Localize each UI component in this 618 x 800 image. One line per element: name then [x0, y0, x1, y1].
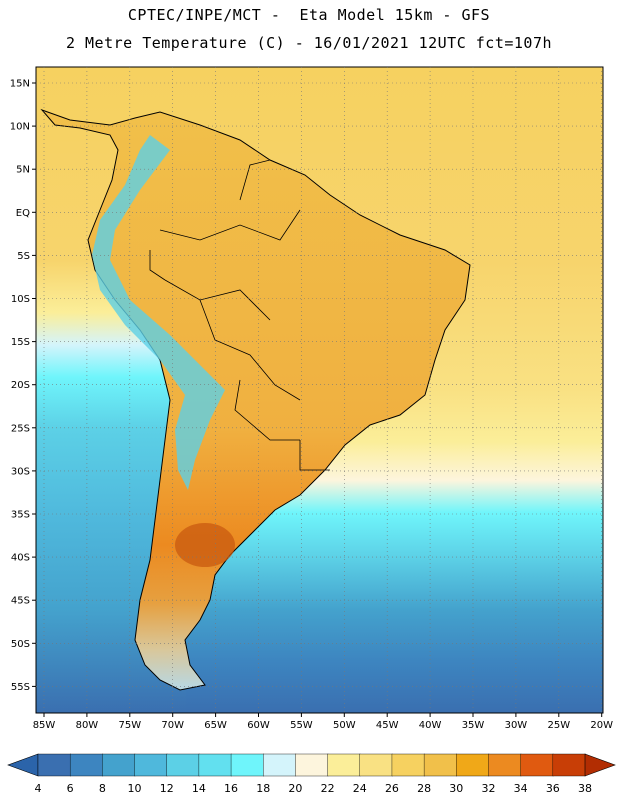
colorbar-over-arrow [584, 753, 616, 777]
colorbar-tick-label: 18 [256, 782, 270, 795]
colorbar-swatch [359, 753, 393, 777]
lon-tick-label: 85W [33, 720, 56, 731]
lon-tick-label: 30W [505, 720, 528, 731]
colorbar-swatch [456, 753, 490, 777]
colorbar-tick-label: 6 [67, 782, 74, 795]
colorbar-tick-label: 20 [288, 782, 302, 795]
lat-tick-label: EQ [16, 208, 30, 219]
colorbar-tick-label: 12 [160, 782, 174, 795]
colorbar-swatch [520, 753, 554, 777]
colorbar-tick-label: 38 [578, 782, 592, 795]
lon-tick-label: 70W [161, 720, 184, 731]
colorbar-tick-label: 32 [481, 782, 495, 795]
lon-tick-label: 50W [333, 720, 356, 731]
colorbar-swatch [552, 753, 586, 777]
colorbar-swatch [166, 753, 200, 777]
colorbar-swatch [198, 753, 232, 777]
colorbar-tick-label: 24 [353, 782, 367, 795]
lat-tick-label: 55S [11, 682, 30, 693]
colorbar-swatch [327, 753, 361, 777]
lon-tick-label: 45W [376, 720, 399, 731]
lon-tick-label: 40W [419, 720, 442, 731]
lon-tick-label: 25W [547, 720, 570, 731]
colorbar-tick-label: 10 [128, 782, 142, 795]
colorbar-swatch [102, 753, 136, 777]
lon-tick-label: 35W [462, 720, 485, 731]
map-frame [35, 66, 604, 714]
colorbar-tick-label: 8 [99, 782, 106, 795]
lat-tick-label: 50S [11, 639, 30, 650]
colorbar-tick-label: 22 [321, 782, 335, 795]
map-title-line1: CPTEC/INPE/MCT - Eta Model 15km - GFS [127, 6, 491, 24]
colorbar-tick-label: 34 [514, 782, 528, 795]
lat-tick-label: 15S [11, 337, 30, 348]
colorbar-labels: 4 6 8 10 12 14 16 18 20 22 24 26 28 30 32 34 36 38 [35, 782, 593, 795]
colorbar-tick-label: 30 [449, 782, 463, 795]
map-field [36, 67, 603, 713]
lat-tick-label: 5S [17, 251, 30, 262]
lat-tick-label: 25S [11, 423, 30, 434]
lat-tick-label: 5N [16, 165, 30, 176]
latitude-ticks: 15N 10N 5N EQ 5S 10S 15S 20S 25S 30S 35S 40S 45S 50S 5… [10, 79, 36, 693]
colorbar-swatch [488, 753, 522, 777]
hot-spot-patagonia-north [175, 523, 235, 567]
lat-tick-label: 10S [11, 294, 30, 305]
colorbar-swatch [423, 753, 457, 777]
lat-tick-label: 20S [11, 380, 30, 391]
colorbar-swatch [134, 753, 168, 777]
lon-tick-label: 80W [76, 720, 99, 731]
country-borders [149, 159, 330, 471]
colorbar-swatch [69, 753, 104, 777]
colorbar-tick-label: 14 [192, 782, 206, 795]
colorbar-tick-label: 26 [385, 782, 399, 795]
lat-tick-label: 45S [11, 596, 30, 607]
lon-tick-label: 55W [290, 720, 313, 731]
lat-lon-grid [36, 67, 603, 713]
colorbar-swatch [230, 753, 264, 777]
colorbar-under-arrow [7, 753, 39, 777]
lat-tick-label: 30S [11, 466, 30, 477]
lon-tick-label: 60W [247, 720, 270, 731]
andes-cold-band [92, 135, 225, 490]
colorbar-tick-label: 4 [35, 782, 42, 795]
colorbar [7, 753, 616, 777]
colorbar-swatch [391, 753, 425, 777]
lon-tick-label: 65W [204, 720, 227, 731]
colorbar-swatch [263, 753, 297, 777]
lon-tick-label: 20W [590, 720, 613, 731]
lat-tick-label: 35S [11, 510, 30, 521]
colorbar-tick-label: 16 [224, 782, 238, 795]
map-title-line2: 2 Metre Temperature (C) - 16/01/2021 12U… [65, 34, 553, 52]
lon-tick-label: 75W [118, 720, 141, 731]
colorbar-swatch [37, 753, 71, 777]
longitude-ticks: 85W 80W 75W 70W 65W 60W 55W 50W 45W 40W 35W 30W 25W 2… [33, 713, 613, 731]
colorbar-tick-label: 36 [546, 782, 560, 795]
lat-tick-label: 10N [10, 122, 30, 133]
lat-tick-label: 15N [10, 79, 30, 90]
colorbar-swatch [295, 753, 329, 777]
lat-tick-label: 40S [11, 553, 30, 564]
colorbar-tick-label: 28 [417, 782, 431, 795]
